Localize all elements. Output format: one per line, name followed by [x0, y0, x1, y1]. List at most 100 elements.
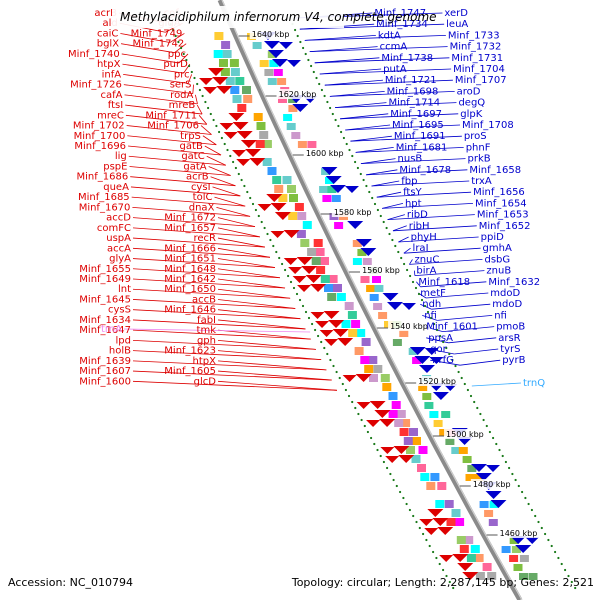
reverse-gene-arrow	[305, 275, 322, 283]
reverse-gene-label: uspA	[106, 233, 131, 244]
feature-block	[482, 563, 492, 571]
reverse-gene-label: lpd	[116, 335, 131, 346]
track-tick	[417, 292, 421, 296]
track-tick	[347, 394, 351, 398]
track-tick	[560, 562, 563, 566]
label-leader-line	[409, 259, 413, 265]
track-tick	[318, 82, 321, 86]
forward-gene-arrow	[429, 357, 444, 364]
forward-gene-label: pyrB	[502, 355, 525, 366]
track-tick	[418, 526, 421, 530]
feature-block	[408, 348, 418, 355]
track-tick	[400, 256, 403, 260]
reverse-gene-arrow	[366, 420, 381, 427]
reverse-gene-arrow	[342, 375, 357, 382]
label-leader-line	[132, 237, 265, 248]
track-tick	[302, 46, 305, 50]
feature-block	[229, 59, 239, 67]
track-tick	[382, 220, 385, 224]
feature-block	[475, 572, 485, 580]
forward-gene-arrow	[360, 248, 377, 256]
label-leader-line	[178, 53, 189, 64]
label-leader-line	[309, 46, 448, 52]
feature-block	[401, 419, 411, 427]
forward-gene-label: gmhA	[483, 243, 512, 254]
track-tick	[311, 322, 314, 326]
label-leader-line	[217, 247, 270, 258]
track-tick	[394, 244, 397, 248]
feature-block	[418, 384, 428, 391]
label-leader-line	[334, 102, 387, 108]
forward-gene-arrow	[271, 59, 288, 67]
kbp-label-backdrop	[444, 429, 487, 439]
label-leader-line	[132, 288, 291, 299]
reverse-gene-label: gatA	[183, 161, 206, 172]
feature-block	[364, 365, 374, 373]
label-leader-line	[131, 196, 246, 207]
track-tick	[337, 124, 340, 128]
forward-gene-arrow	[424, 348, 439, 355]
label-leader-line	[324, 79, 383, 86]
label-leader-line	[398, 236, 409, 243]
feature-block	[213, 50, 223, 58]
reverse-gene-arrow	[270, 203, 287, 211]
label-leader-line	[345, 124, 461, 131]
reverse-gene-arrow	[288, 267, 303, 274]
feature-block	[409, 428, 418, 436]
track-tick	[351, 154, 354, 158]
reverse-gene-label: accD	[106, 213, 131, 224]
track-tick	[185, 58, 188, 62]
label-leader-line	[214, 196, 246, 207]
forward-gene-arrow	[515, 545, 532, 553]
reverse-gene-label: recR	[194, 233, 217, 244]
reverse-gene-label: Minf_1646	[164, 305, 216, 316]
label-leader-line	[319, 68, 452, 75]
track-tick	[218, 130, 221, 134]
track-tick	[193, 76, 196, 80]
feature-block	[372, 276, 381, 283]
label-leader-line	[132, 206, 251, 217]
feature-block	[368, 356, 378, 364]
track-tick	[263, 226, 266, 230]
reverse-gene-arrow	[223, 132, 238, 139]
feature-block	[242, 86, 251, 94]
forward-gene-label: fbp	[401, 176, 417, 187]
feature-block	[354, 347, 364, 355]
trna-label-right: trnQ	[523, 378, 545, 389]
reverse-gene-arrow	[274, 212, 291, 220]
track-tick	[266, 232, 269, 236]
feature-block	[388, 410, 398, 418]
track-tick	[457, 370, 460, 374]
label-leader-line	[416, 281, 421, 288]
reverse-gene-label: bglX	[97, 39, 119, 50]
label-leader-line	[371, 180, 470, 187]
feature-block	[259, 60, 269, 67]
feature-block	[222, 50, 232, 58]
reverse-gene-arrow	[297, 285, 312, 292]
label-leader-line	[437, 315, 493, 321]
backbone-arc	[217, 0, 523, 600]
feature-block	[446, 518, 456, 526]
track-tick	[209, 112, 212, 116]
track-tick	[466, 388, 469, 392]
track-tick	[188, 64, 191, 68]
track-tick	[246, 190, 249, 194]
label-leader-line	[420, 303, 432, 310]
feature-block	[269, 60, 279, 67]
track-tick	[403, 262, 406, 266]
reverse-gene-label: caiC	[97, 28, 118, 39]
forward-gene-label: leuA	[446, 19, 468, 30]
feature-block	[235, 77, 245, 85]
track-tick	[498, 448, 501, 452]
feature-block	[357, 249, 367, 256]
track-tick	[408, 508, 411, 512]
label-leader-line	[132, 319, 306, 330]
track-tick	[385, 226, 388, 230]
reverse-gene-arrow	[374, 410, 391, 418]
track-tick	[451, 358, 454, 362]
feature-block	[272, 176, 282, 184]
label-leader-line	[217, 227, 261, 238]
feature-block	[243, 95, 253, 103]
track-tick	[334, 118, 337, 122]
